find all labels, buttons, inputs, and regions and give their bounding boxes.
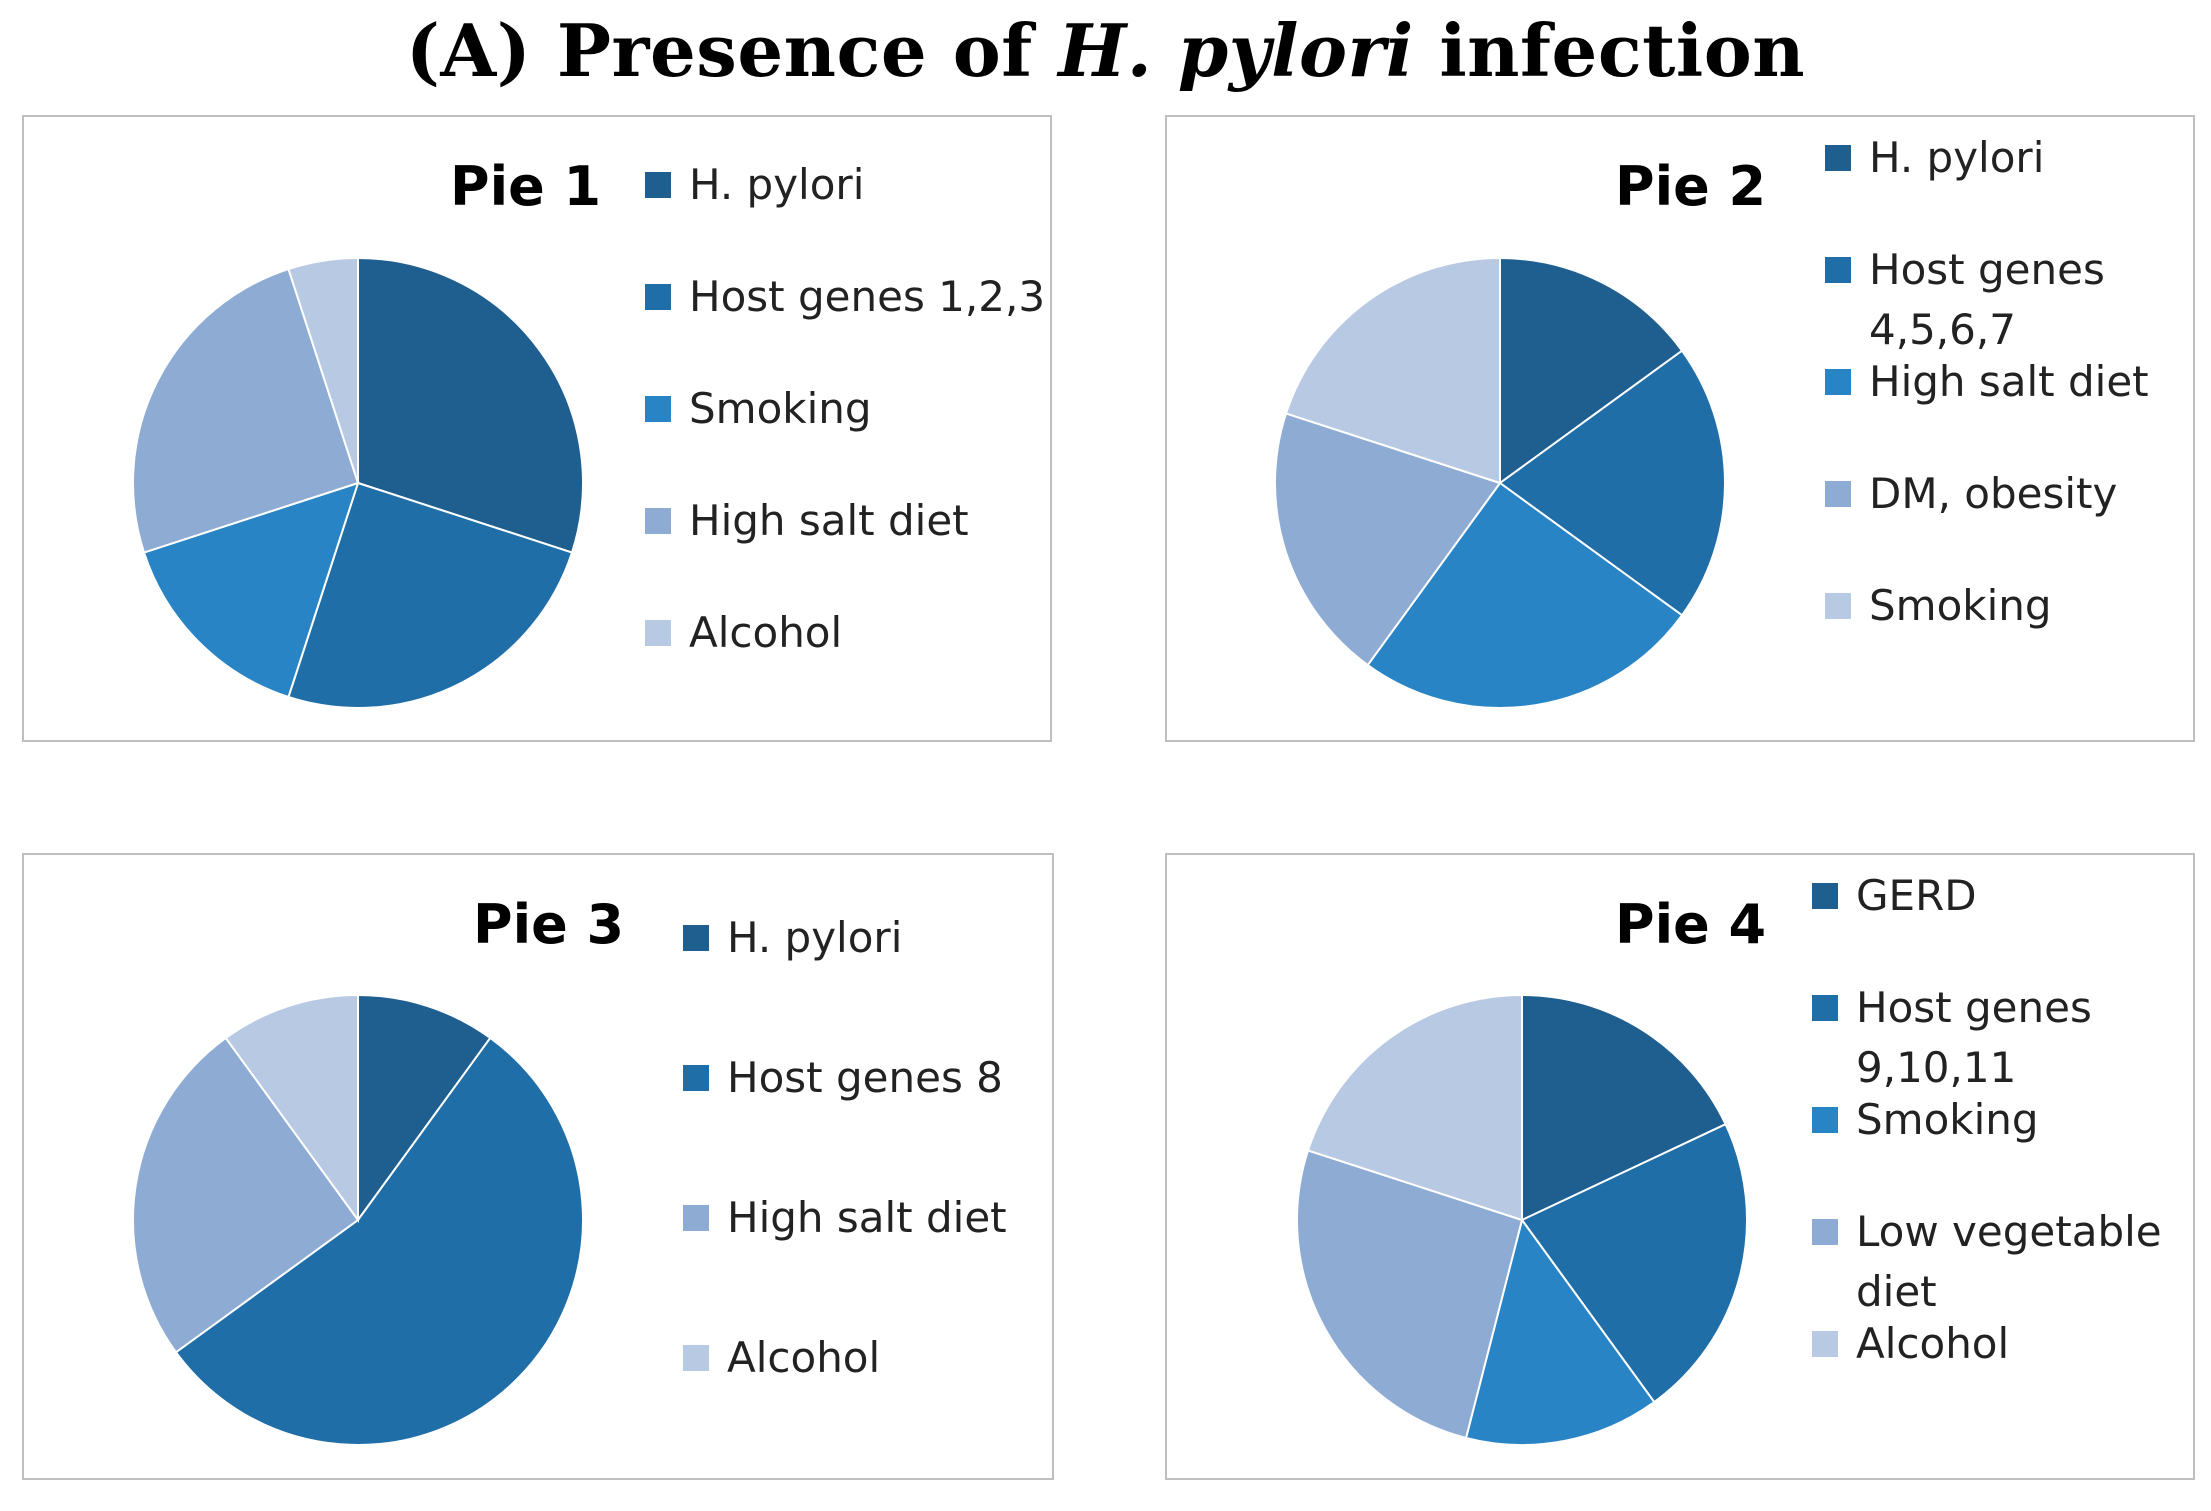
legend-label: Host genes 8 [727, 1053, 1003, 1102]
pie-slice-host-genes-4-5-6-7 [1498, 349, 1726, 617]
legend-swatch [645, 396, 671, 422]
pie-title: Pie 2 [1615, 155, 1767, 218]
figure-title-italic: H. pylori [1058, 8, 1414, 93]
pie-chart-2 [1274, 256, 1726, 709]
legend-swatch [645, 284, 671, 310]
pie-slice-smoking [1284, 256, 1501, 485]
pie-slice-alcohol [1306, 993, 1523, 1222]
legend-label: H. pylori [689, 160, 865, 209]
pie-slice-alcohol [224, 993, 359, 1224]
legend-label: Alcohol [1856, 1319, 2010, 1368]
legend-label: 4,5,6,7 [1869, 305, 2016, 354]
pie-slice-high-salt-diet [1366, 481, 1684, 709]
legend-swatch [1812, 883, 1838, 909]
legend-swatch [1825, 593, 1851, 619]
legend-swatch [1812, 995, 1838, 1021]
legend-label: H. pylori [1869, 133, 2045, 182]
pie-slice-smoking [1464, 1217, 1656, 1446]
pie-slice-high-salt-diet [132, 267, 360, 554]
legend-label: 9,10,11 [1856, 1043, 2017, 1092]
legend-label: GERD [1856, 871, 1977, 920]
figure-title-suffix: infection [1413, 8, 1806, 93]
pie-slice-host-genes-1-2-3 [287, 481, 574, 709]
legend-swatch [645, 508, 671, 534]
legend-label: Smoking [1869, 581, 2052, 630]
pie-title: Pie 3 [473, 893, 625, 956]
legend-swatch [1825, 369, 1851, 395]
pie-slice-h-pylori [357, 256, 584, 554]
pie-chart-3 [132, 993, 584, 1446]
legend-swatch [1812, 1107, 1838, 1133]
legend-swatch [1825, 145, 1851, 171]
pie-slice-low-vegetable-diet [1296, 1149, 1524, 1440]
figure-title-prefix: (A) Presence of [405, 8, 1059, 93]
pie-slice-alcohol [287, 256, 359, 484]
legend-label: Alcohol [689, 608, 843, 657]
legend-swatch [645, 172, 671, 198]
legend-swatch [683, 1205, 709, 1231]
pie-slice-host-genes-8 [174, 1036, 584, 1446]
legend-swatch [1825, 481, 1851, 507]
legend-swatch [645, 620, 671, 646]
legend-label: Low vegetable [1856, 1207, 2162, 1256]
legend-label: Smoking [1856, 1095, 2039, 1144]
figure-title: (A) Presence of H. pylori infection [0, 8, 2211, 93]
legend-swatch [1825, 257, 1851, 283]
legend-label: High salt diet [689, 496, 969, 545]
legend-swatch [1812, 1219, 1838, 1245]
legend-label: DM, obesity [1869, 469, 2118, 518]
legend-label: High salt diet [727, 1193, 1007, 1242]
legend-swatch [1812, 1331, 1838, 1357]
pie-slice-high-salt-diet [132, 1036, 360, 1354]
legend-label: diet [1856, 1267, 1937, 1316]
legend-label: H. pylori [727, 913, 903, 962]
legend-label: Alcohol [727, 1333, 881, 1382]
pie-chart-1 [132, 256, 584, 709]
legend-label: High salt diet [1869, 357, 2149, 406]
legend-label: Smoking [689, 384, 872, 433]
pie-chart-4 [1296, 993, 1748, 1446]
legend-swatch [683, 1345, 709, 1371]
pie-title: Pie 1 [450, 155, 602, 218]
pie-slice-gerd [1521, 993, 1727, 1222]
legend-label: Host genes [1869, 245, 2105, 294]
legend-label: Host genes [1856, 983, 2092, 1032]
legend-swatch [683, 925, 709, 951]
pie-slice-h-pylori [1499, 256, 1684, 485]
pie-slice-smoking [142, 481, 360, 699]
pie-title: Pie 4 [1615, 893, 1767, 956]
pie-slice-host-genes-9-10-11 [1520, 1122, 1748, 1404]
pie-slice-h-pylori [357, 993, 492, 1224]
legend-swatch [683, 1065, 709, 1091]
legend-label: Host genes 1,2,3 [689, 272, 1046, 321]
pie-slice-dm-obesity [1274, 412, 1502, 667]
